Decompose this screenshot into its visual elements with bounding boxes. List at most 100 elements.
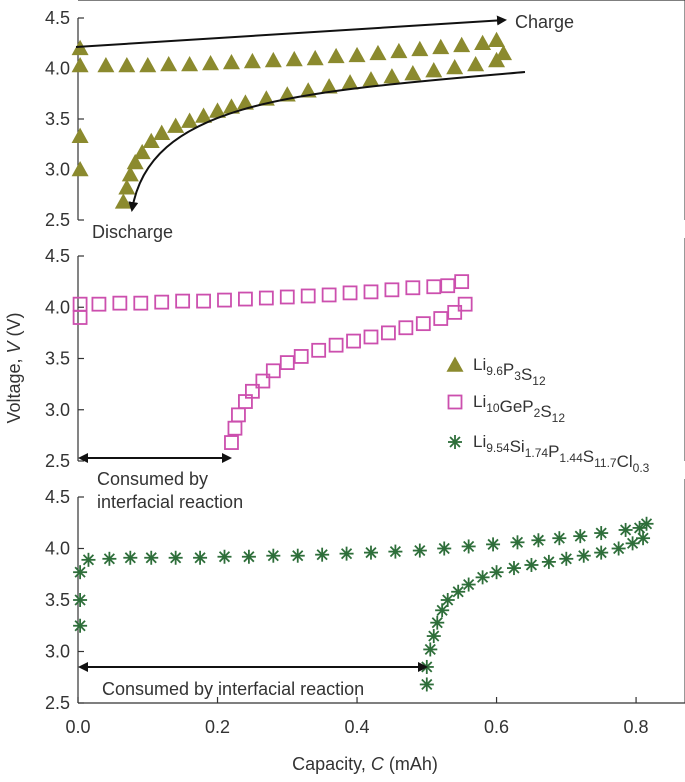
y-tick-label: 4.0 bbox=[45, 297, 70, 317]
data-point bbox=[398, 320, 414, 336]
data-point bbox=[618, 522, 633, 537]
x-tick-label: 0.0 bbox=[65, 717, 90, 737]
data-point bbox=[448, 435, 462, 449]
data-point bbox=[139, 56, 157, 73]
y-tick-label: 4.0 bbox=[45, 539, 70, 559]
data-point bbox=[328, 337, 344, 353]
data-point bbox=[524, 557, 539, 572]
data-point bbox=[279, 289, 295, 305]
data-point bbox=[531, 533, 546, 548]
data-point bbox=[383, 68, 401, 84]
data-point bbox=[594, 545, 609, 560]
data-point bbox=[405, 280, 421, 296]
data-point bbox=[541, 554, 556, 569]
data-point bbox=[384, 282, 400, 298]
data-point bbox=[495, 44, 513, 61]
y-tick-label: 3.5 bbox=[45, 349, 70, 369]
data-point bbox=[285, 50, 303, 67]
data-point bbox=[222, 98, 240, 114]
legend-label: Li9.54Si1.74P1.44S11.7Cl0.3 bbox=[473, 432, 650, 475]
data-point bbox=[342, 285, 358, 301]
data-point bbox=[193, 550, 208, 565]
discharge-arrow bbox=[128, 71, 526, 212]
data-point bbox=[265, 363, 281, 379]
data-point bbox=[381, 325, 396, 341]
charge-arrow bbox=[75, 15, 507, 48]
data-point bbox=[320, 78, 338, 94]
discharge-label: Discharge bbox=[92, 222, 173, 242]
data-point bbox=[315, 547, 330, 562]
data-point bbox=[457, 296, 473, 312]
data-point bbox=[415, 316, 431, 332]
data-point bbox=[142, 132, 160, 149]
data-point bbox=[71, 56, 89, 73]
y-tick-label: 2.5 bbox=[45, 451, 70, 471]
data-point bbox=[144, 550, 159, 565]
data-point bbox=[311, 342, 327, 358]
data-point bbox=[175, 293, 191, 309]
data-point bbox=[369, 44, 387, 61]
data-point bbox=[71, 127, 89, 143]
data-point bbox=[447, 304, 463, 320]
data-point bbox=[636, 531, 651, 546]
data-point bbox=[167, 117, 185, 133]
data-point bbox=[196, 293, 211, 309]
data-point bbox=[279, 355, 295, 371]
data-point bbox=[231, 407, 246, 423]
y-tick-label: 3.5 bbox=[45, 590, 70, 610]
data-point bbox=[426, 629, 441, 644]
data-point bbox=[625, 536, 640, 551]
data-point bbox=[255, 373, 271, 389]
data-point bbox=[440, 278, 456, 294]
data-point bbox=[72, 310, 88, 325]
data-point bbox=[573, 529, 588, 544]
data-point bbox=[217, 549, 232, 564]
data-point bbox=[510, 535, 525, 550]
data-point bbox=[81, 552, 96, 567]
data-point bbox=[390, 42, 408, 59]
charge-label: Charge bbox=[515, 12, 574, 32]
y-tick-label: 4.5 bbox=[45, 487, 70, 507]
data-point bbox=[447, 394, 463, 410]
data-point bbox=[454, 274, 470, 290]
data-point bbox=[488, 51, 506, 68]
data-point bbox=[433, 311, 449, 326]
data-point bbox=[266, 548, 281, 563]
x-tick-label: 0.4 bbox=[345, 717, 370, 737]
data-point bbox=[446, 356, 464, 372]
data-point bbox=[160, 55, 178, 72]
data-point bbox=[341, 74, 359, 90]
data-point bbox=[432, 38, 450, 55]
data-point bbox=[475, 570, 490, 585]
data-point bbox=[264, 51, 282, 68]
data-point bbox=[293, 349, 309, 364]
data-point bbox=[363, 329, 379, 345]
data-point bbox=[91, 296, 107, 312]
data-point bbox=[430, 615, 445, 630]
data-point bbox=[224, 435, 239, 450]
consumed-label-panel3: Consumed by interfacial reaction bbox=[102, 679, 364, 699]
data-point bbox=[426, 279, 442, 295]
data-point bbox=[411, 40, 429, 57]
x-tick-label: 0.2 bbox=[205, 717, 230, 737]
data-point bbox=[440, 593, 455, 607]
data-point bbox=[594, 526, 609, 541]
x-tick-label: 0.8 bbox=[624, 717, 649, 737]
data-point bbox=[195, 107, 213, 123]
data-point bbox=[290, 548, 305, 563]
data-point bbox=[118, 179, 136, 195]
data-point bbox=[348, 46, 366, 63]
y-tick-label: 3.0 bbox=[45, 400, 70, 420]
data-point bbox=[123, 550, 138, 565]
data-point bbox=[388, 544, 403, 559]
data-point bbox=[243, 52, 261, 69]
data-point bbox=[327, 47, 345, 64]
y-tick-label: 3.5 bbox=[45, 109, 70, 129]
data-point bbox=[133, 143, 151, 160]
data-point bbox=[258, 290, 274, 306]
data-point bbox=[363, 284, 379, 300]
data-point bbox=[222, 53, 240, 70]
consumed-label-line2: interfacial reaction bbox=[97, 492, 243, 512]
data-point bbox=[73, 565, 88, 580]
